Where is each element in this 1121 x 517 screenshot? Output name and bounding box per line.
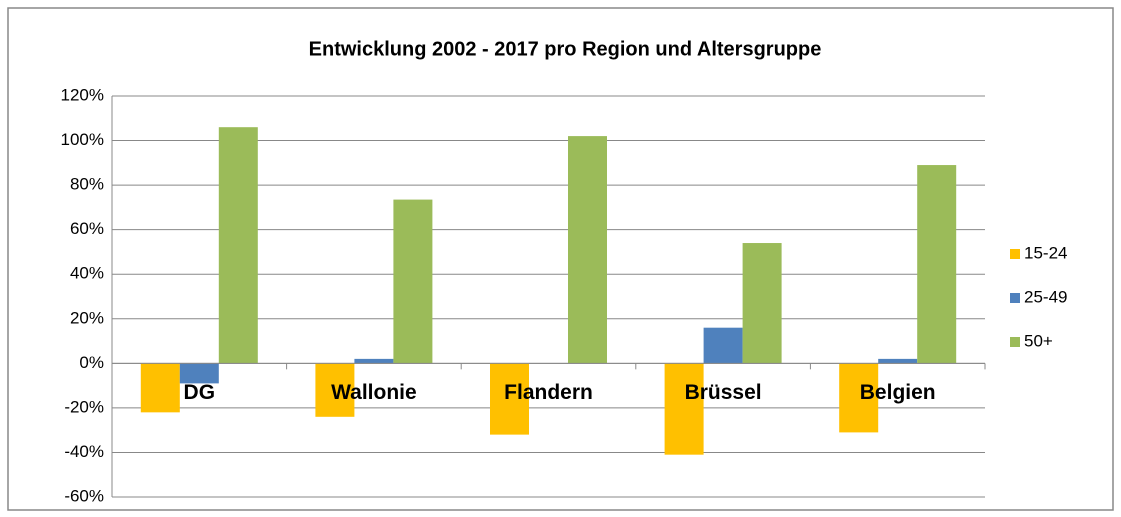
y-tick-label: 40%: [70, 264, 104, 283]
x-tick-label: Flandern: [504, 381, 593, 404]
legend-swatch: [1010, 249, 1020, 259]
legend-label: 25-49: [1024, 287, 1067, 306]
x-tick-label: Belgien: [860, 381, 936, 404]
bar: [354, 358, 394, 364]
bar: [218, 127, 258, 364]
legend-swatch: [1010, 337, 1020, 347]
bar: [917, 165, 957, 364]
y-tick-label: -60%: [64, 486, 104, 505]
bar: [568, 136, 607, 364]
bar: [878, 358, 918, 364]
bar: [140, 363, 180, 413]
bar: [703, 327, 743, 364]
y-tick-label: 60%: [70, 219, 104, 238]
chart-title: Entwicklung 2002 - 2017 pro Region und A…: [309, 38, 822, 60]
bar: [393, 199, 433, 364]
x-tick-label: Brüssel: [685, 381, 762, 404]
x-tick-label: DG: [184, 381, 216, 404]
bar: [839, 363, 879, 433]
legend-label: 50+: [1024, 331, 1053, 350]
y-tick-label: 100%: [61, 130, 104, 149]
y-tick-label: -20%: [64, 397, 104, 416]
legend-label: 15-24: [1024, 243, 1067, 262]
bar: [315, 363, 355, 417]
legend-swatch: [1010, 293, 1020, 303]
y-tick-label: 80%: [70, 175, 104, 194]
y-tick-label: 120%: [61, 85, 104, 104]
y-tick-label: -40%: [64, 442, 104, 461]
y-tick-label: 20%: [70, 308, 104, 327]
bar: [490, 363, 529, 435]
bar: [664, 363, 704, 455]
x-tick-label: Wallonie: [331, 381, 417, 404]
bar: [742, 243, 782, 364]
y-tick-label: 0%: [79, 353, 104, 372]
bar: [179, 363, 219, 384]
